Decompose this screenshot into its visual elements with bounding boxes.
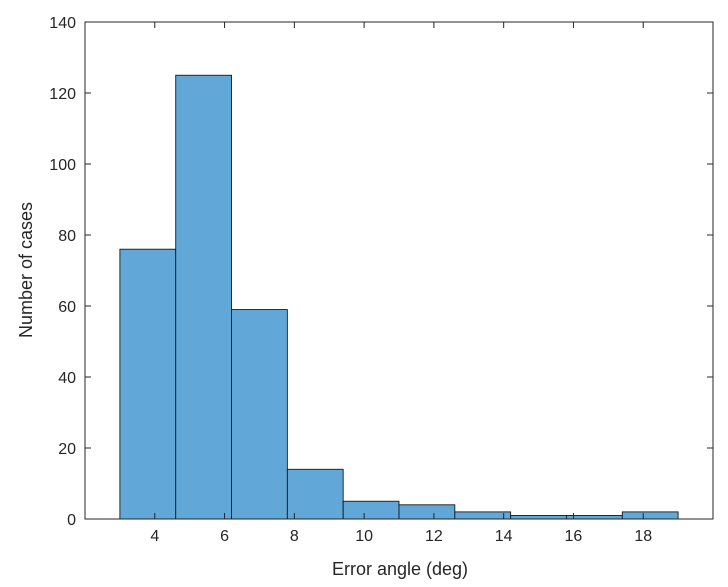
y-axis-label: Number of cases	[16, 202, 36, 338]
x-tick-label: 10	[355, 528, 373, 545]
x-tick-label: 4	[150, 528, 159, 545]
x-tick-label: 14	[495, 528, 513, 545]
y-tick-label: 80	[58, 228, 76, 245]
histogram-bar	[398, 504, 456, 520]
histogram-bar	[231, 309, 288, 520]
y-tick-label: 40	[58, 370, 76, 387]
y-tick-label: 100	[49, 157, 76, 174]
axes-layer: 4 6 8 10 12 14 16 18 0 20 40 60 80 100 120 140	[49, 15, 714, 545]
y-tick-label: 20	[58, 441, 76, 458]
x-tick-label: 8	[290, 528, 299, 545]
histogram-bar	[119, 248, 177, 520]
x-tick-label: 12	[425, 528, 443, 545]
plot-frame	[84, 21, 714, 520]
y-tick-label: 0	[67, 512, 76, 529]
x-tick-label: 18	[634, 528, 652, 545]
histogram-bar	[175, 74, 232, 520]
histogram-bar	[286, 468, 344, 520]
x-tick-label: 6	[220, 528, 229, 545]
x-tick-label: 16	[565, 528, 583, 545]
histogram-bar	[342, 500, 400, 520]
histogram-bar	[454, 511, 512, 520]
y-tick-label: 60	[58, 299, 76, 316]
y-tick-label: 120	[49, 86, 76, 103]
histogram-bar	[566, 515, 623, 520]
x-axis-label: Error angle (deg)	[332, 559, 468, 579]
histogram-bar	[510, 515, 567, 520]
histogram-bar	[621, 511, 679, 520]
bars-layer	[119, 74, 679, 520]
y-tick-label: 140	[49, 15, 76, 32]
